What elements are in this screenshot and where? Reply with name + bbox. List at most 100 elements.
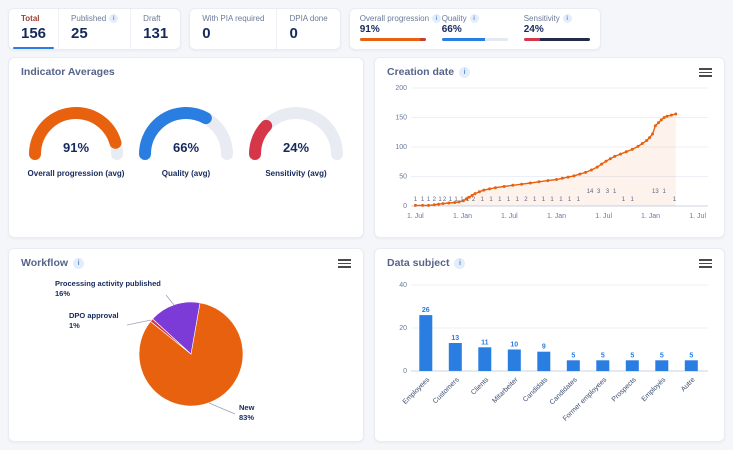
status-counts-card: Total 156 Published i 25 Draft 131 [8,8,182,50]
point-label: 1 [489,197,493,203]
point-label: 1 [421,197,425,203]
data-point [669,113,673,117]
data-point [613,154,617,158]
info-icon[interactable]: i [469,14,479,23]
bar-category-label: Customers [432,376,461,405]
stats-bar: Total 156 Published i 25 Draft 131 With P… [8,8,601,50]
point-label: 1 [498,197,502,203]
info-icon[interactable]: i [454,257,466,269]
stat-total-value: 156 [21,25,47,42]
bar [625,360,639,372]
point-label: 1 [481,197,485,203]
data-point [665,114,669,118]
dashboard-grid: Indicator Averages 91% Overall progressi… [8,57,725,442]
gauge-sensitivity: 24% Sensitivity (avg) [244,102,348,178]
data-point [572,174,576,178]
info-icon[interactable]: i [562,14,572,23]
point-label: 1 [454,197,458,203]
kpi-card: Overall progression i 91% Quality i 66% Se… [348,8,601,50]
data-point [467,195,471,199]
svg-text:24%: 24% [283,140,309,155]
chart-menu-icon[interactable] [699,259,712,270]
stat-pia-required[interactable]: With PIA required 0 [190,9,276,49]
gauge-chart: 91% [29,107,123,160]
bar-category-label: Employés [641,376,668,403]
data-point [461,199,465,203]
bar-category-label: Clients [470,376,490,396]
kpi-overall-progression: Overall progression i 91% [359,14,442,42]
kpi-overall-value: 91% [359,24,380,35]
bar [655,360,669,372]
stat-total[interactable]: Total 156 [9,9,58,49]
stat-draft-value: 131 [143,25,169,42]
point-label: 2 [472,197,476,203]
stat-draft[interactable]: Draft 131 [130,9,180,49]
data-point [464,197,468,201]
kpi-sensitivity-value: 24% [523,24,544,35]
data-point [473,192,477,196]
bar-value-label: 5 [660,352,664,359]
stat-published[interactable]: Published i 25 [58,9,130,49]
data-point [651,132,654,136]
kpi-quality-label: Quality [441,14,467,23]
bar-value-label: 9 [542,344,546,351]
x-tick-label: 1. Jul [501,213,518,220]
stat-dpia-done-label: DPIA done [289,14,328,23]
info-icon[interactable]: i [73,257,85,269]
x-tick-label: 1. Jul [689,213,706,220]
data-point [528,181,532,185]
stat-pia-required-value: 0 [202,25,211,42]
data-point [520,182,524,186]
bar-category-label: Employees [402,376,432,406]
data-point [662,116,666,119]
leader-line [165,294,175,306]
data-point [457,200,461,204]
data-point [413,203,417,207]
gauge-quality: 66% Quality (avg) [134,102,238,178]
point-label: 1 [550,197,554,203]
kpi-overall-label: Overall progression [359,14,430,23]
stat-dpia-done[interactable]: DPIA done 0 [276,9,339,49]
kpi-sensitivity: Sensitivity i 24% [523,14,590,42]
bar-category-label: Candidats [522,376,550,404]
bar [419,315,433,371]
data-point [502,185,506,188]
gauges-row: 91% Overall progression (avg) 66% Qualit… [21,102,351,178]
x-tick-label: 1. Jan [453,213,472,220]
data-point [470,193,474,197]
panel-title: Indicator Averages [21,66,115,78]
gauge-label: Overall progression (avg) [27,169,125,178]
info-icon[interactable]: i [459,66,471,78]
data-point [421,203,425,207]
data-point [608,157,612,161]
bar-value-label: 10 [510,342,518,349]
point-label: 1 [622,197,626,203]
pie-label-dpo-approval: DPO approval 1% [69,311,119,330]
pie-slice [152,301,201,355]
info-icon[interactable]: i [432,14,442,23]
point-label: 1 [631,197,635,203]
data-point [624,150,628,154]
y-tick-label: 0 [403,203,407,210]
data-point [511,183,515,187]
data-point [427,203,430,207]
point-label: 1 [466,197,470,203]
data-point [555,178,558,181]
chart-menu-icon[interactable] [699,68,712,79]
data-point [640,142,644,145]
data-point [674,112,678,116]
bar [448,343,462,371]
workflow-pie-chart [126,294,244,415]
point-label: 1 [663,189,667,195]
data-point [630,147,634,151]
data-point [432,203,436,207]
info-icon[interactable]: i [109,14,119,23]
point-label: 2 [443,197,447,203]
chart-menu-icon[interactable] [338,259,351,270]
point-label: 1 [613,189,617,195]
data-point [447,201,451,205]
kpi-quality-value: 66% [441,24,462,35]
stat-dpia-done-value: 0 [289,25,298,42]
point-label: 1 [577,197,581,203]
point-label: 1 [542,197,546,203]
